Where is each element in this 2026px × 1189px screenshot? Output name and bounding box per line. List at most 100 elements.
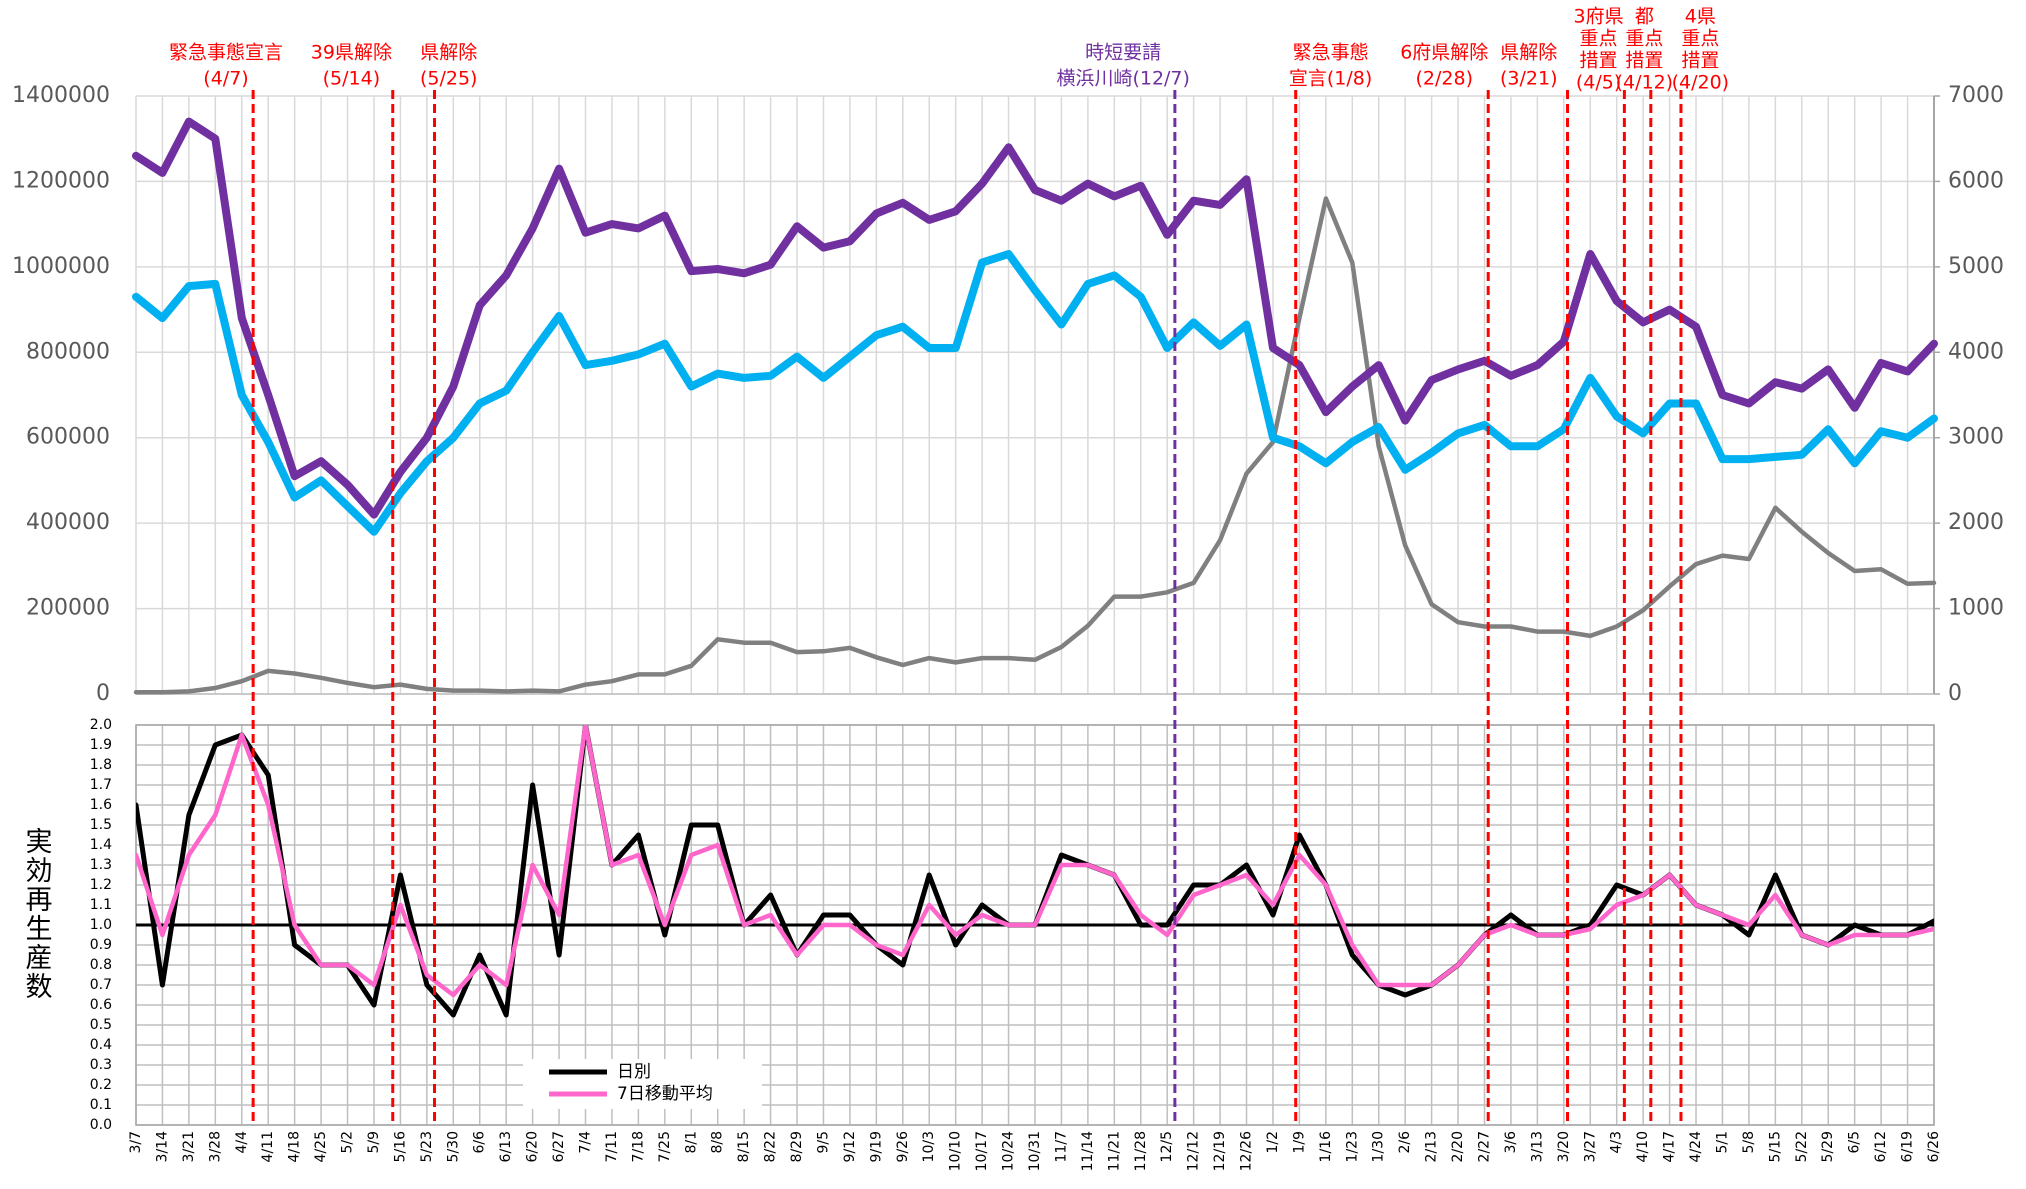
x-tick-label: 6/27 <box>551 1131 567 1162</box>
event-label: (3/21) <box>1500 68 1558 90</box>
x-tick-label: 2/20 <box>1450 1131 1466 1162</box>
x-tick-label: 8/1 <box>683 1131 699 1154</box>
x-tick-label: 7/4 <box>578 1131 594 1154</box>
x-tick-label: 2/27 <box>1477 1131 1493 1162</box>
y-tick-label: 1.3 <box>90 857 112 873</box>
x-tick-label: 2/6 <box>1397 1131 1413 1154</box>
x-tick-label: 4/10 <box>1635 1131 1651 1162</box>
x-tick-label: 10/10 <box>948 1131 964 1171</box>
legend-label: 7日移動平均 <box>617 1084 713 1104</box>
x-tick-label: 10/17 <box>974 1131 990 1171</box>
y-tick-label: 0.8 <box>90 957 112 973</box>
x-tick-label: 1/16 <box>1318 1131 1334 1163</box>
y-tick-label: 0.3 <box>90 1057 112 1073</box>
y-tick-label: 0.1 <box>90 1097 112 1113</box>
x-tick-label: 3/27 <box>1582 1131 1598 1162</box>
x-tick-label: 1/2 <box>1265 1131 1281 1154</box>
x-tick-label: 1/23 <box>1344 1131 1360 1162</box>
event-label: 横浜川崎(12/7) <box>1056 68 1190 90</box>
x-tick-label: 6/19 <box>1900 1131 1916 1162</box>
x-tick-label: 4/4 <box>234 1131 250 1154</box>
y-tick-label: 0 <box>96 681 110 706</box>
event-label: 措置 <box>1580 50 1618 72</box>
x-tick-label: 3/28 <box>207 1131 223 1162</box>
x-tick-label: 3/6 <box>1503 1131 1519 1154</box>
event-label: (4/20) <box>1672 72 1730 94</box>
x-tick-label: 9/12 <box>842 1131 858 1162</box>
event-label: 措置 <box>1681 50 1719 72</box>
y2-tick-label: 6000 <box>1948 168 2004 193</box>
y-tick-label: 0.9 <box>90 937 112 953</box>
x-tick-label: 1/30 <box>1371 1131 1387 1162</box>
y-tick-label: 600000 <box>26 425 110 450</box>
x-tick-label: 3/13 <box>1529 1131 1545 1162</box>
x-tick-label: 8/15 <box>736 1131 752 1162</box>
x-tick-label: 5/1 <box>1714 1131 1730 1154</box>
event-label: 緊急事態宣言 <box>169 42 283 64</box>
x-tick-label: 12/5 <box>1159 1131 1175 1162</box>
x-tick-label: 5/22 <box>1794 1131 1810 1162</box>
x-tick-label: 1/9 <box>1291 1131 1307 1154</box>
x-tick-label: 5/23 <box>419 1131 435 1162</box>
event-label: (4/12) <box>1616 72 1674 94</box>
event-label: 6府県解除 <box>1400 42 1488 64</box>
x-tick-label: 5/29 <box>1820 1131 1836 1162</box>
x-tick-label: 4/3 <box>1609 1131 1625 1154</box>
x-tick-label: 10/3 <box>921 1131 937 1162</box>
y-tick-label: 1.5 <box>90 817 112 833</box>
legend-box <box>523 1059 762 1109</box>
x-tick-label: 5/8 <box>1741 1131 1757 1154</box>
event-label: (2/28) <box>1416 68 1474 90</box>
series-line <box>136 725 1934 998</box>
x-tick-label: 10/31 <box>1027 1131 1043 1171</box>
series-line <box>133 196 1937 695</box>
y-tick-label: 1.8 <box>90 757 112 773</box>
x-tick-label: 3/7 <box>128 1131 144 1154</box>
x-tick-label: 9/5 <box>815 1131 831 1154</box>
x-tick-label: 11/7 <box>1053 1131 1069 1162</box>
event-label: 39県解除 <box>311 42 392 64</box>
event-label: 4県 <box>1685 6 1716 28</box>
event-label: (5/25) <box>420 68 478 90</box>
y2-tick-label: 5000 <box>1948 254 2004 279</box>
x-tick-label: 7/25 <box>657 1131 673 1162</box>
y-tick-label: 1.1 <box>90 897 112 913</box>
x-tick-label: 8/8 <box>710 1131 726 1154</box>
x-tick-label: 10/24 <box>1001 1131 1017 1171</box>
x-tick-label: 4/17 <box>1662 1131 1678 1162</box>
event-label: 県解除 <box>420 42 477 64</box>
y-tick-label: 1.6 <box>90 797 112 813</box>
y-tick-label: 1.7 <box>90 777 112 793</box>
x-tick-label: 6/20 <box>525 1131 541 1162</box>
x-tick-label: 8/29 <box>789 1131 805 1162</box>
event-label: 重点 <box>1625 28 1663 50</box>
x-tick-label: 6/26 <box>1926 1131 1942 1163</box>
x-tick-label: 3/14 <box>154 1131 170 1163</box>
x-tick-label: 6/6 <box>472 1131 488 1154</box>
y2-tick-label: 4000 <box>1948 339 2004 364</box>
x-tick-label: 9/19 <box>868 1131 884 1162</box>
event-label: 時短要請 <box>1085 42 1161 64</box>
event-label: 3府県 <box>1573 6 1623 28</box>
x-tick-label: 12/26 <box>1239 1131 1255 1171</box>
y-tick-label: 0.7 <box>90 977 112 993</box>
x-tick-label: 4/24 <box>1688 1131 1704 1163</box>
event-label: 緊急事態 <box>1293 42 1369 64</box>
x-tick-label: 6/5 <box>1847 1131 1863 1154</box>
x-tick-label: 5/2 <box>340 1131 356 1154</box>
y-tick-label: 1.4 <box>90 837 112 853</box>
x-tick-label: 4/11 <box>260 1131 276 1162</box>
x-tick-label: 7/11 <box>604 1131 620 1162</box>
y2-tick-label: 2000 <box>1948 510 2004 535</box>
x-tick-label: 5/15 <box>1767 1131 1783 1162</box>
event-label: 県解除 <box>1500 42 1557 64</box>
y-tick-label: 0.2 <box>90 1077 112 1093</box>
y-tick-label: 1200000 <box>12 168 110 193</box>
event-label: (4/7) <box>203 68 248 90</box>
event-label: 宣言(1/8) <box>1289 68 1372 90</box>
event-label: 重点 <box>1681 28 1719 50</box>
y2-tick-label: 0 <box>1948 681 1962 706</box>
y-tick-label: 1400000 <box>12 83 110 108</box>
y-tick-label: 800000 <box>26 339 110 364</box>
